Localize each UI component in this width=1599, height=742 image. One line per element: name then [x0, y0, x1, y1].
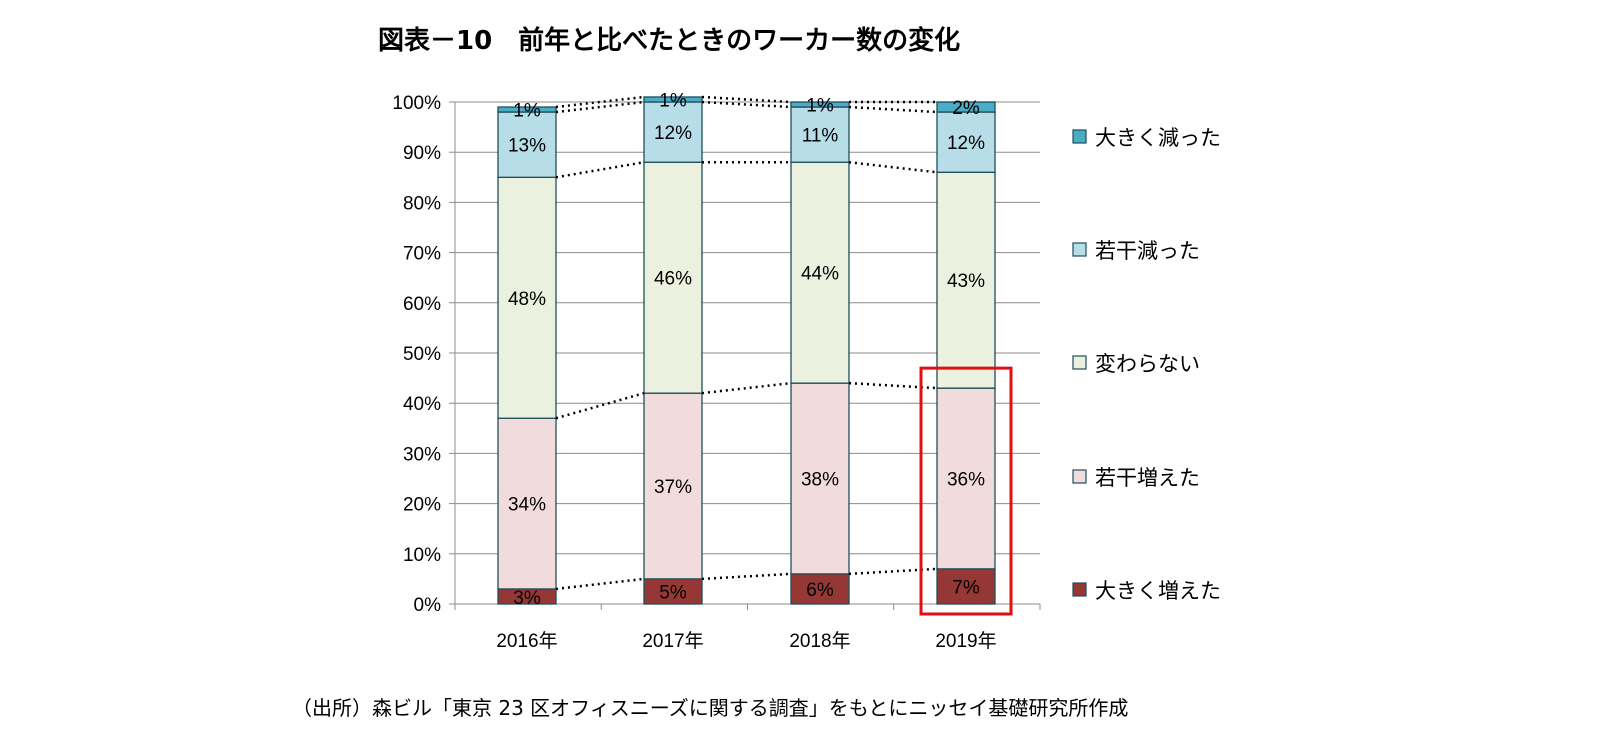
source-note: （出所）森ビル「東京 23 区オフィスニーズに関する調査」をもとにニッセイ基礎研… [292, 696, 1129, 720]
data-label: 48% [508, 289, 546, 310]
bar-segment [643, 578, 703, 605]
connector-line [555, 95, 645, 109]
bar-segment [790, 382, 850, 575]
data-label: 7% [952, 577, 980, 598]
legend-label: 大きく減った [1095, 126, 1221, 150]
highlight-rectangle [919, 366, 1013, 616]
bar-segment [643, 161, 703, 394]
data-label: 11% [802, 126, 839, 147]
connector-line [701, 381, 792, 395]
y-tick-label: 10% [403, 545, 441, 566]
bar-segment [936, 171, 996, 389]
connector-line [555, 161, 645, 179]
connector-line [701, 100, 792, 109]
data-label: 6% [806, 580, 834, 601]
y-tick-label: 20% [403, 495, 441, 516]
data-label: 3% [513, 588, 541, 609]
x-tick-label: 2016年 [496, 630, 557, 652]
x-tick-label: 2019年 [935, 630, 996, 652]
bars [497, 96, 996, 605]
y-tick-label: 40% [403, 394, 441, 415]
y-tick-label: 80% [403, 193, 441, 214]
bar-segment [790, 573, 850, 605]
data-label: 1% [513, 101, 541, 122]
y-tick-label: 70% [403, 244, 441, 265]
bar-segment [643, 101, 703, 163]
data-label: 34% [508, 495, 546, 516]
chart-title: 図表－10 前年と比べたときのワーカー数の変化 [378, 26, 961, 56]
data-label: 5% [659, 582, 687, 603]
bar-segment [936, 111, 996, 173]
connector-line [848, 105, 938, 114]
connector-line [848, 160, 938, 174]
legend-swatch [1072, 242, 1087, 257]
y-tick-label: 50% [403, 344, 441, 365]
data-labels: 3% 34% 48% 13% 1% 5% 37% 46% 12% 1% 6% 38% 44% 11% 1% 7… [508, 90, 985, 609]
bar-segment [497, 176, 557, 419]
connector-line [701, 95, 792, 104]
data-label: 1% [659, 90, 687, 111]
x-tick-label: 2017年 [642, 630, 703, 652]
y-tick-label: 30% [403, 444, 441, 465]
bar-segment [790, 106, 850, 163]
legend-swatch [1072, 469, 1087, 484]
data-label: 38% [801, 470, 839, 491]
bar-segment [643, 392, 703, 580]
legend-label: 変わらない [1095, 352, 1200, 376]
data-label: 2% [952, 98, 980, 119]
highlight-box [919, 366, 1013, 616]
bar-segment [790, 161, 850, 384]
y-tick-label: 90% [403, 143, 441, 164]
legend-label: 大きく増えた [1095, 579, 1221, 603]
data-label: 43% [947, 271, 985, 292]
connector-line [848, 567, 938, 576]
y-tick-label: 0% [414, 595, 442, 616]
data-label: 12% [947, 133, 985, 154]
data-label: 13% [508, 136, 546, 157]
data-label: 44% [801, 264, 839, 285]
connector-line [701, 572, 792, 581]
bar-segment [497, 111, 557, 178]
connector-line [555, 577, 645, 591]
y-axis: 0% 10% 20% 30% 40% 50% 60% 70% 80% 90% 100% [392, 93, 456, 616]
connector-lines [555, 95, 938, 591]
y-tick-label: 60% [403, 294, 441, 315]
bar-segment [790, 101, 850, 108]
x-axis: 2016年 2017年 2018年 2019年 [454, 603, 1041, 652]
connector-line [848, 381, 938, 390]
data-label: 37% [654, 477, 692, 498]
data-label: 12% [654, 123, 692, 144]
data-label: 36% [947, 470, 985, 491]
legend-label: 若干減った [1095, 239, 1200, 263]
bar-segment [643, 96, 703, 103]
data-label: 46% [654, 269, 692, 290]
x-tick-label: 2018年 [789, 630, 850, 652]
bar-segment [497, 106, 557, 113]
bar-segment [936, 101, 996, 113]
data-label: 1% [806, 96, 834, 117]
legend-swatch [1072, 355, 1087, 370]
legend-swatch [1072, 129, 1087, 144]
y-tick-label: 100% [392, 93, 441, 114]
legend-label: 若干増えた [1095, 466, 1200, 490]
legend-swatch [1072, 582, 1087, 597]
connector-line [555, 100, 645, 114]
connector-line [555, 391, 645, 420]
